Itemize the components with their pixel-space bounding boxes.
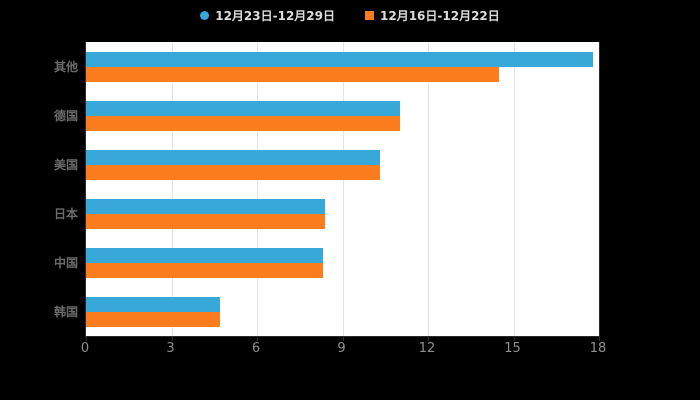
bar — [86, 115, 400, 131]
x-axis-tick-label: 6 — [251, 341, 261, 356]
bar — [86, 51, 594, 67]
axis-tick — [513, 336, 515, 341]
legend-circle-marker-icon — [200, 11, 210, 20]
bar — [86, 312, 220, 328]
bar — [86, 100, 400, 116]
gridline — [171, 42, 173, 336]
axis-tick — [86, 336, 87, 341]
gridline — [257, 42, 258, 336]
bar-group — [86, 297, 599, 328]
y-axis-labels: 其他德国美国日本中国韩国 — [0, 42, 78, 337]
axis-tick — [257, 336, 258, 341]
x-axis-tick-label: 9 — [337, 341, 346, 356]
x-axis-tick-label: 3 — [166, 341, 175, 356]
plot-area — [85, 42, 600, 341]
x-axis-tick-label: 15 — [504, 341, 521, 356]
x-axis-labels: 0 3 6 9 12 15 18 — [81, 341, 606, 359]
axis-tick — [342, 336, 344, 341]
category-label: 日本 — [53, 207, 78, 222]
axis-tick — [171, 336, 173, 341]
bar — [86, 164, 380, 180]
x-axis-tick-label: 12 — [418, 341, 436, 356]
legend-item-dec23-dec29[interactable]: 12月23日-12月29日 — [200, 7, 335, 24]
bar-group — [86, 149, 599, 180]
category-label: 韩国 — [53, 305, 78, 320]
axis-tick — [428, 336, 429, 341]
legend-label-dec16-dec22: 12月16日-12月22日 — [380, 9, 500, 23]
category-label: 德国 — [53, 108, 78, 123]
legend: 12月23日-12月29日 12月16日-12月22日 — [0, 7, 700, 24]
bar — [86, 214, 326, 230]
bar — [86, 149, 380, 165]
bar — [86, 199, 326, 215]
category-label: 美国 — [53, 157, 78, 172]
bar — [86, 297, 220, 313]
bar-group — [86, 248, 599, 279]
bar — [86, 66, 500, 82]
legend-square-marker-icon — [365, 11, 374, 20]
category-label: 中国 — [53, 256, 78, 271]
gridline — [428, 42, 429, 336]
bar-group — [86, 51, 599, 82]
axis-tick — [599, 336, 600, 341]
x-axis-tick-label: 18 — [589, 341, 607, 356]
bar-group — [86, 100, 599, 131]
legend-label-dec23-dec29: 12月23日-12月29日 — [215, 9, 335, 23]
bar — [86, 248, 323, 264]
gridline — [342, 42, 344, 336]
bar-group — [86, 199, 599, 230]
category-label: 其他 — [53, 59, 78, 74]
x-axis-tick-label: 0 — [80, 341, 90, 356]
gridline — [513, 42, 515, 336]
legend-item-dec16-dec22[interactable]: 12月16日-12月22日 — [365, 7, 500, 24]
bar — [86, 263, 323, 279]
